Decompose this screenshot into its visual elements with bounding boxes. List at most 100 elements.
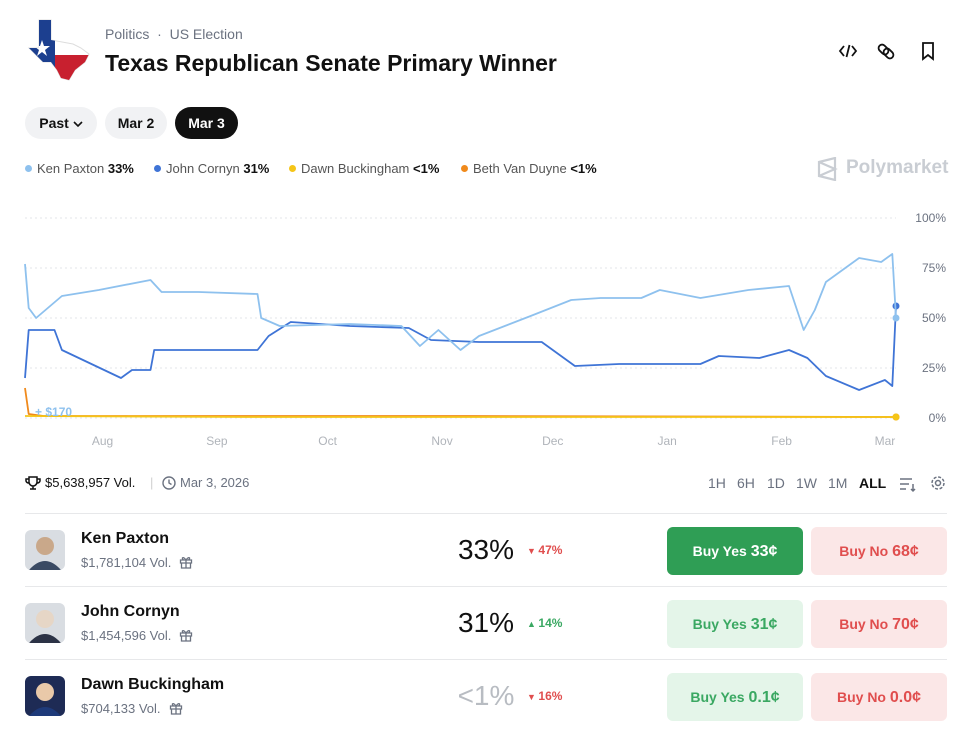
- annotation: + $170: [35, 405, 72, 419]
- candidate-volume: $704,133 Vol.: [81, 701, 183, 716]
- outcome-row: John Cornyn $1,454,596 Vol. 31% ▲ 14% Buy Ye…: [25, 586, 947, 659]
- legend-value: <1%: [570, 161, 597, 176]
- legend-name: Dawn Buckingham: [301, 161, 410, 176]
- range-tab[interactable]: 1M: [828, 475, 848, 491]
- legend-item: Beth Van Duyne <1%: [461, 161, 597, 176]
- y-tick-label: 75%: [922, 261, 946, 275]
- candidate-name: Dawn Buckingham: [81, 676, 225, 693]
- legend-value: 33%: [107, 161, 134, 176]
- series-line: [24, 253, 897, 351]
- candidate-volume: $1,454,596 Vol.: [81, 628, 193, 643]
- change-value: 16%: [538, 689, 563, 703]
- series-line: [24, 305, 897, 391]
- change: ▲ 14%: [527, 616, 562, 630]
- x-tick-label: Feb: [771, 434, 792, 448]
- avatar: [25, 603, 65, 643]
- gift-icon: [180, 557, 193, 569]
- chevron: [73, 121, 83, 128]
- outcome-row: Ken Paxton $1,781,104 Vol. 33% ▼ 47% Buy Yes…: [25, 513, 947, 586]
- buy-yes-button[interactable]: Buy Yes 0.1¢: [667, 673, 803, 721]
- end-dot: [892, 413, 900, 421]
- title: Texas Republican Senate Primary Winner: [105, 50, 557, 76]
- chart-settings: [900, 476, 945, 493]
- change-arrow: ▼: [527, 692, 539, 702]
- end-dot: [892, 314, 900, 322]
- trophy-icon: [25, 476, 41, 490]
- avatar-face: [36, 683, 54, 701]
- no-label: Buy No: [839, 543, 889, 559]
- bookmark-icon[interactable]: [922, 42, 934, 61]
- tab-label: Mar 3: [188, 115, 225, 131]
- change-arrow: ▲: [527, 619, 539, 629]
- clock-icon: [162, 476, 176, 490]
- avatar-body: [29, 707, 61, 716]
- avatar-body: [29, 561, 61, 570]
- buy-no-button[interactable]: Buy No 68¢: [811, 527, 947, 575]
- y-tick-label: 25%: [922, 361, 946, 375]
- crumb[interactable]: US Election: [169, 26, 243, 42]
- legend-item: Ken Paxton 33%: [25, 161, 134, 176]
- gift-icon: [180, 630, 193, 642]
- chart: 0% 25% 50% 75% 100% Aug Sep Oct Nov Dec Jan Feb Mar +…: [24, 211, 946, 448]
- avatar-face: [36, 610, 54, 628]
- avatar: [25, 530, 65, 570]
- probability: 31%: [457, 607, 515, 638]
- date-tab[interactable]: Mar 3: [175, 107, 238, 139]
- range-tab[interactable]: 6H: [737, 475, 755, 491]
- legend-dot: [154, 165, 161, 172]
- yes-price: 0.1¢: [748, 689, 780, 706]
- candidate-name: John Cornyn: [81, 603, 180, 620]
- crumb[interactable]: Politics: [105, 26, 150, 42]
- x-tick-label: Jan: [657, 434, 676, 448]
- legend-name: John Cornyn: [166, 161, 240, 176]
- buy-yes-button[interactable]: Buy Yes 31¢: [667, 600, 803, 648]
- candidate-name: Ken Paxton: [81, 530, 170, 547]
- buy-no-button[interactable]: Buy No 0.0¢: [811, 673, 947, 721]
- no-price: 68¢: [892, 543, 919, 560]
- y-tick-label: 50%: [922, 311, 946, 325]
- legend-dot: [289, 165, 296, 172]
- gift-path: [180, 557, 193, 569]
- no-label: Buy No: [836, 689, 886, 705]
- date-tab[interactable]: Past: [25, 107, 97, 139]
- change: ▼ 47%: [527, 543, 562, 557]
- texas-flag: [27, 19, 90, 81]
- end-date: Mar 3, 2026: [180, 475, 250, 490]
- sort-icon[interactable]: [900, 478, 916, 493]
- x-tick-label: Sep: [206, 434, 228, 448]
- legend-item: John Cornyn 31%: [154, 161, 269, 176]
- legend-value: <1%: [413, 161, 440, 176]
- legend-dot: [25, 165, 32, 172]
- link-icon[interactable]: [877, 43, 895, 60]
- change-value: 14%: [538, 616, 563, 630]
- gift-icon: [169, 703, 182, 715]
- buy-yes-button[interactable]: Buy Yes 33¢: [667, 527, 803, 575]
- range-tab[interactable]: 1H: [708, 475, 726, 491]
- separator: |: [150, 475, 154, 490]
- y-tick-label: 100%: [915, 211, 946, 225]
- total-volume: $5,638,957 Vol.: [45, 475, 136, 490]
- legend-value: 31%: [243, 161, 270, 176]
- gift-path: [180, 630, 193, 642]
- x-tick-label: Mar: [875, 434, 896, 448]
- gift-path: [169, 703, 182, 715]
- gear-icon[interactable]: [931, 476, 945, 490]
- buy-no-button[interactable]: Buy No 70¢: [811, 600, 947, 648]
- legend-name: Beth Van Duyne: [473, 161, 567, 176]
- avatar-face: [36, 537, 54, 555]
- range-tab[interactable]: 1D: [767, 475, 785, 491]
- range-tab[interactable]: ALL: [859, 475, 887, 491]
- header-icons: [838, 42, 934, 61]
- yes-label: Buy Yes: [692, 543, 747, 559]
- date-tab[interactable]: Mar 2: [105, 107, 167, 139]
- change-value: 47%: [538, 543, 563, 557]
- range-tab[interactable]: 1W: [796, 475, 817, 491]
- yes-price: 33¢: [750, 543, 778, 560]
- no-price: 70¢: [892, 616, 919, 633]
- probability: 33%: [457, 534, 515, 565]
- change-arrow: ▼: [527, 546, 539, 556]
- yes-label: Buy Yes: [692, 616, 747, 632]
- x-tick-label: Dec: [542, 434, 563, 448]
- embed-icon[interactable]: [838, 44, 858, 58]
- avatar-body: [29, 634, 61, 643]
